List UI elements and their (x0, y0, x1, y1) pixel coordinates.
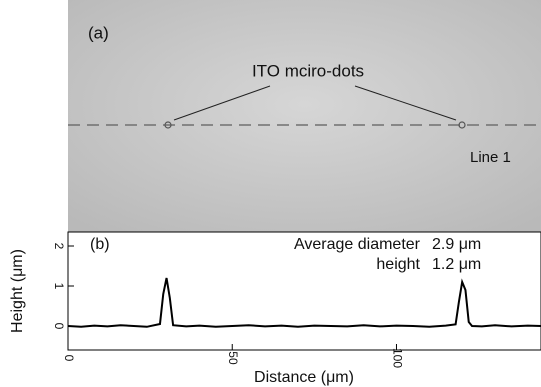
panel-label: (b) (90, 236, 110, 253)
panel-label: (a) (88, 23, 109, 42)
x-axis-label: Distance (μm) (254, 369, 354, 386)
y-tick-label: 1 (52, 283, 66, 290)
annotation: Average diameter (294, 236, 421, 253)
y-tick-label: 0 (52, 323, 66, 330)
annotation: 2.9 μm (432, 236, 481, 253)
line-label: Line 1 (470, 149, 511, 166)
y-tick-label: 2 (52, 243, 66, 250)
annotation: 1.2 μm (432, 256, 481, 273)
x-tick-label: 100 (390, 348, 404, 368)
annotation: height (376, 256, 420, 273)
micrograph (68, 0, 541, 232)
x-tick-label: 0 (62, 355, 76, 362)
x-tick-label: 50 (226, 351, 240, 365)
page: {"panel_a": {"label": "(a)", "annotation… (0, 0, 541, 387)
figure: (a) ITO mciro-dots Line 1 (b) Average di… (0, 0, 541, 387)
y-axis-label: Height (μm) (9, 249, 26, 333)
annotation: ITO mciro-dots (252, 61, 364, 80)
